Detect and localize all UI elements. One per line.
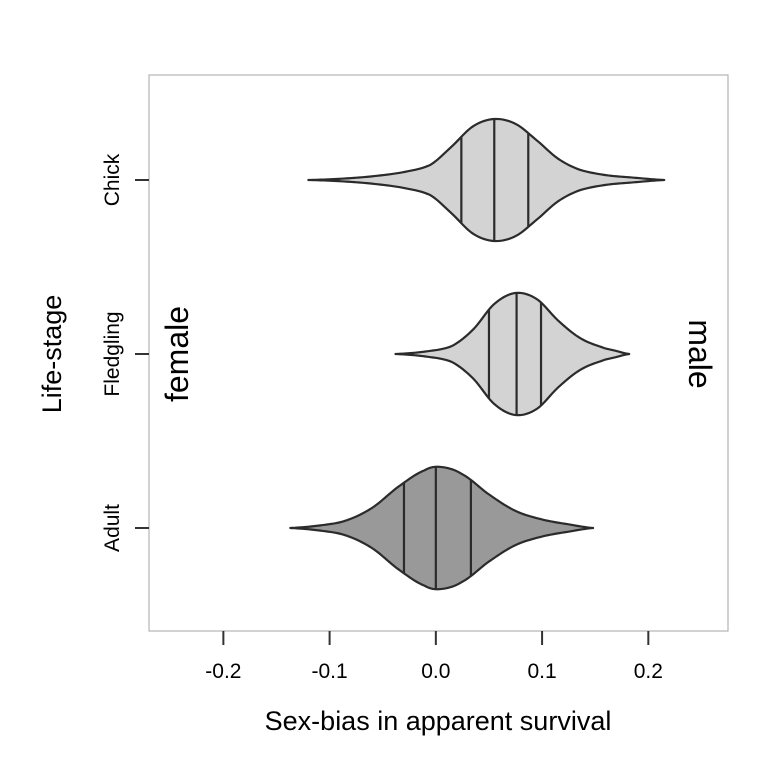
violin-chick: [307, 117, 666, 243]
annotation-female: female: [159, 306, 195, 402]
x-axis: -0.2 -0.1 0.0 0.1 0.2: [205, 631, 663, 683]
x-tick-label: -0.2: [205, 660, 241, 683]
x-axis-title: Sex-bias in apparent survival: [265, 706, 612, 736]
y-tick-label-chick: Chick: [101, 153, 124, 206]
violin-adult: [289, 465, 595, 591]
x-tick-label: 0.2: [634, 660, 663, 683]
y-axis-title: Life-stage: [37, 295, 67, 414]
violin-body-chick: [307, 117, 666, 243]
violins-layer: [289, 117, 666, 591]
x-tick-label: -0.1: [312, 660, 348, 683]
violin-body-fledgling: [394, 291, 631, 417]
y-tick-label-adult: Adult: [101, 504, 124, 552]
annotation-male: male: [682, 319, 718, 388]
x-tick-label: 0.0: [421, 660, 450, 683]
violin-fledgling: [394, 291, 631, 417]
y-axis: Chick Fledgling Adult: [101, 153, 149, 552]
y-tick-label-fledgling: Fledgling: [101, 311, 124, 396]
x-tick-label: 0.1: [527, 660, 556, 683]
violin-body-adult: [289, 465, 595, 591]
